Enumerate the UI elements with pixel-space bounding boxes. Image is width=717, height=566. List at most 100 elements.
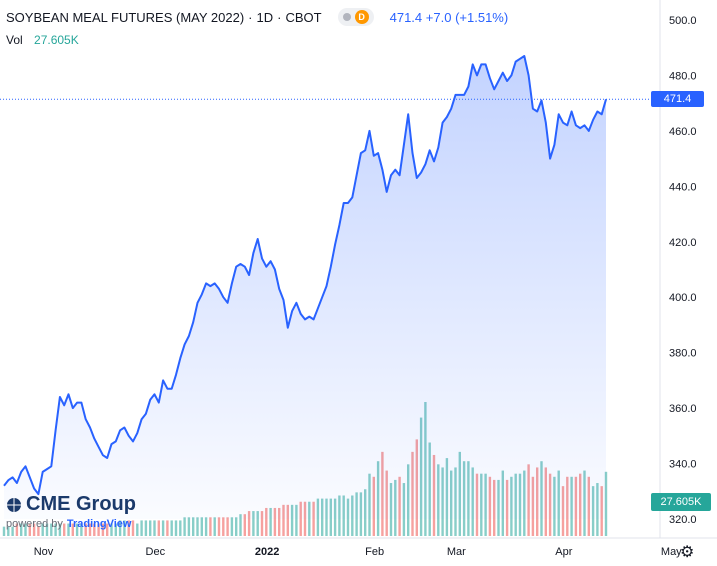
volume-bar <box>166 520 169 536</box>
volume-bar <box>200 517 203 536</box>
logo-text: CME Group <box>26 493 136 515</box>
y-tick-label: 320.0 <box>669 514 697 526</box>
volume-bar <box>278 507 281 536</box>
volume-bar <box>7 526 10 536</box>
volume-bar <box>217 517 221 536</box>
volume-bar <box>41 523 44 536</box>
volume-bar <box>80 523 83 536</box>
powered-by-label: powered by <box>6 518 63 530</box>
chart-header: SOYBEAN MEAL FUTURES (MAY 2022) · 1D · C… <box>6 8 508 26</box>
volume-bar <box>174 520 178 536</box>
volume-bar <box>230 517 234 536</box>
y-tick-label: 440.0 <box>669 181 697 193</box>
last-price-tag: 471.4 <box>651 91 704 107</box>
volume-bar <box>118 520 122 536</box>
volume-bar <box>136 523 139 536</box>
y-tick-label: 420.0 <box>669 237 697 249</box>
volume-bar <box>243 514 246 536</box>
volume-bar <box>290 504 294 536</box>
volume-bar <box>71 523 74 536</box>
cme-logo[interactable]: CME Group powered by TradingView <box>6 493 136 530</box>
delayed-badge[interactable]: D <box>354 10 369 24</box>
volume-bar <box>256 511 259 536</box>
last-quote: 471.4 +7.0 (+1.51%) <box>390 10 509 25</box>
volume-bar <box>226 517 229 536</box>
volume-tag: 27.605K <box>651 493 711 511</box>
volume-bar <box>67 523 70 536</box>
logo-name: CME Group <box>6 493 136 516</box>
volume-bar <box>222 517 225 536</box>
x-tick-label: 2022 <box>255 546 279 558</box>
y-tick-label: 360.0 <box>669 403 697 415</box>
volume-bar <box>179 520 182 536</box>
volume-bar <box>58 523 62 536</box>
volume-bar <box>114 523 117 536</box>
volume-bar <box>149 520 152 536</box>
header-separator: · <box>277 9 282 25</box>
volume-bar <box>84 523 87 536</box>
tradingview-label: TradingView <box>66 518 132 530</box>
exchange-label: CBOT <box>285 9 322 25</box>
volume-bar <box>20 523 23 536</box>
volume-bar <box>213 517 216 536</box>
volume-bar <box>11 526 14 536</box>
volume-bar <box>75 523 79 536</box>
y-tick-label: 480.0 <box>669 70 697 82</box>
volume-value: 27.605K <box>34 33 79 47</box>
gear-icon[interactable]: ⚙ <box>680 544 695 561</box>
volume-bar <box>2 526 6 536</box>
volume-bar <box>93 523 96 536</box>
volume-bar <box>106 523 109 536</box>
interval-label[interactable]: 1D <box>256 9 274 25</box>
volume-bar <box>127 520 130 536</box>
volume-bar <box>140 520 143 536</box>
volume-legend: Vol 27.605K <box>6 33 79 47</box>
price-change-pct: (+1.51%) <box>455 9 509 25</box>
y-tick-label: 460.0 <box>669 126 697 138</box>
y-tick-label: 380.0 <box>669 348 697 360</box>
volume-bar <box>50 523 53 536</box>
volume-bar <box>24 523 27 536</box>
x-tick-label: Nov <box>34 546 54 558</box>
volume-bar <box>252 511 255 536</box>
volume-bar <box>144 520 148 536</box>
volume-bar <box>286 504 289 536</box>
volume-bar <box>37 526 40 536</box>
volume-bar <box>15 523 19 536</box>
volume-bar <box>101 523 105 536</box>
powered-by: powered by TradingView <box>6 518 136 530</box>
volume-bar <box>183 517 186 536</box>
volume-bar <box>260 511 264 536</box>
volume-bar <box>187 517 191 536</box>
x-tick-label: Mar <box>447 546 466 558</box>
y-tick-label: 400.0 <box>669 292 697 304</box>
volume-bar <box>110 523 113 536</box>
volume-bar <box>170 520 173 536</box>
price-change: +7.0 <box>425 9 452 25</box>
last-price: 471.4 <box>389 9 423 25</box>
price-line[interactable] <box>3 55 607 496</box>
price-area <box>4 56 606 519</box>
header-separator: · <box>248 9 253 25</box>
volume-bar <box>269 507 272 536</box>
volume-bar <box>153 520 156 536</box>
volume-bar <box>157 520 160 536</box>
volume-bar <box>161 520 165 536</box>
status-badge[interactable]: D <box>337 8 374 26</box>
x-tick-label: May <box>661 546 682 558</box>
volume-bar <box>97 523 100 536</box>
y-tick-label: 340.0 <box>669 459 697 471</box>
volume-bar <box>273 507 277 536</box>
volume-bar <box>295 504 298 536</box>
x-tick-label: Feb <box>365 546 384 558</box>
volume-bar <box>204 517 208 536</box>
volume-bar <box>192 517 195 536</box>
volume-bar <box>209 517 212 536</box>
volume-bar <box>282 504 285 536</box>
status-dot-icon <box>342 13 351 21</box>
volume-bar <box>131 520 135 536</box>
x-tick-label: Apr <box>555 546 572 558</box>
y-tick-label: 500.0 <box>669 15 697 27</box>
volume-bar <box>88 523 92 536</box>
